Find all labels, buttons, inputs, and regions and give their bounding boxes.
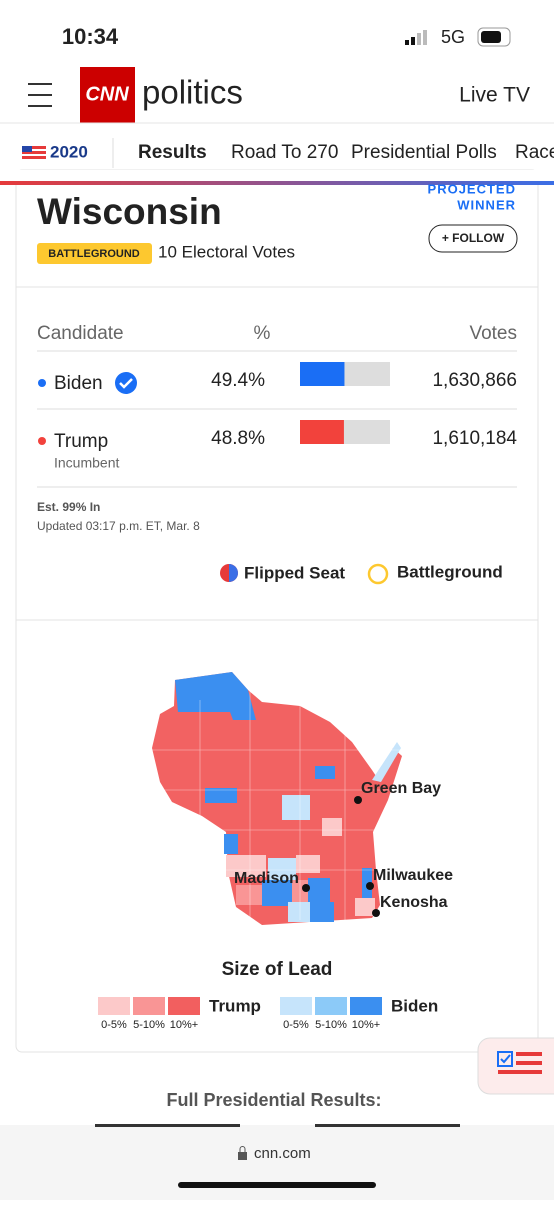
legend-bin: 10%+ <box>352 1019 380 1031</box>
results-rows: Biden 49.4% 1,630,866 Trump Incumbent 48.8% 1,… <box>37 362 517 488</box>
check-icon <box>115 372 137 394</box>
legend-name: Trump <box>209 996 261 1015</box>
legend-bin: 0-5% <box>283 1019 309 1031</box>
follow-text[interactable]: + FOLLOW <box>442 231 505 245</box>
map-legend: 0-5% 5-10% 10%+ Trump 0-5% 5-10% 10%+ Biden <box>98 996 438 1031</box>
battleground-icon <box>367 563 389 585</box>
city-label: Milwaukee <box>373 867 453 884</box>
badge <box>37 243 152 264</box>
signal <box>405 30 427 45</box>
battery <box>477 27 511 47</box>
browser-bar <box>0 1125 554 1200</box>
vote-bar <box>300 362 345 386</box>
state-name: Wisconsin <box>37 191 222 232</box>
legend-bin: 5-10% <box>133 1019 165 1031</box>
legend-bin: 10%+ <box>170 1019 198 1031</box>
votes: 1,610,184 <box>432 428 517 449</box>
menu-button[interactable] <box>28 83 52 107</box>
legend-swatch <box>98 997 130 1015</box>
candidate-name: Biden <box>54 373 103 394</box>
legend-title: Size of Lead <box>222 959 333 980</box>
vote-bar <box>300 420 344 444</box>
ballot-icon <box>497 1051 542 1074</box>
votes: 1,630,866 <box>432 370 517 391</box>
percent: 49.4% <box>211 370 265 391</box>
section: politics <box>142 74 243 111</box>
col-header: % <box>254 323 271 344</box>
floating-button[interactable] <box>477 1037 554 1095</box>
logo-box[interactable] <box>80 67 135 123</box>
col-header: Candidate <box>37 323 124 344</box>
state-map <box>150 672 402 925</box>
candidate-name: Trump <box>54 431 108 452</box>
city-label: Madison <box>234 870 299 887</box>
year[interactable]: 2020 <box>50 142 88 161</box>
follow-button[interactable] <box>428 224 518 253</box>
city-label: Green Bay <box>361 780 441 797</box>
badge-text: BATTLEGROUND <box>48 248 140 260</box>
time: 10:34 <box>62 24 119 49</box>
candidate-dot <box>38 379 46 387</box>
col-header: Votes <box>469 323 517 344</box>
legend-swatch <box>280 997 312 1015</box>
legend-battleground: Battleground <box>397 562 503 581</box>
home-indicator <box>178 1182 376 1188</box>
nav-tab[interactable]: Road To 270 <box>231 142 338 163</box>
candidate-dot <box>38 437 46 445</box>
flag <box>22 146 46 159</box>
nav-tab[interactable]: Presidential Polls <box>351 142 497 163</box>
updated: Updated 03:17 p.m. ET, Mar. 8 <box>37 519 200 533</box>
lock-icon <box>238 1146 247 1160</box>
live-tv[interactable]: Live TV <box>459 84 530 107</box>
section-heading: Full Presidential Results: <box>166 1090 381 1110</box>
network: 5G <box>441 27 465 47</box>
nav-tab[interactable]: Results <box>138 142 207 163</box>
legend-bin: 5-10% <box>315 1019 347 1031</box>
legend-swatch <box>133 997 165 1015</box>
legend-flipped: Flipped Seat <box>244 563 345 582</box>
legend-swatch <box>315 997 347 1015</box>
logo: CNN <box>85 83 129 105</box>
winner: WINNER <box>457 197 516 212</box>
legend-swatch <box>350 997 382 1015</box>
projected: PROJECTED <box>428 181 516 196</box>
estimate: Est. 99% In <box>37 500 100 514</box>
legend-bin: 0-5% <box>101 1019 127 1031</box>
percent: 48.8% <box>211 428 265 449</box>
candidate-note: Incumbent <box>54 455 119 471</box>
url: cnn.com <box>254 1145 311 1162</box>
city-label: Kenosha <box>380 894 448 911</box>
nav-tab[interactable]: Race <box>515 142 554 163</box>
electoral-votes: 10 Electoral Votes <box>158 242 295 261</box>
flipped-icon <box>220 564 238 582</box>
legend-swatch <box>168 997 200 1015</box>
legend-name: Biden <box>391 996 438 1015</box>
